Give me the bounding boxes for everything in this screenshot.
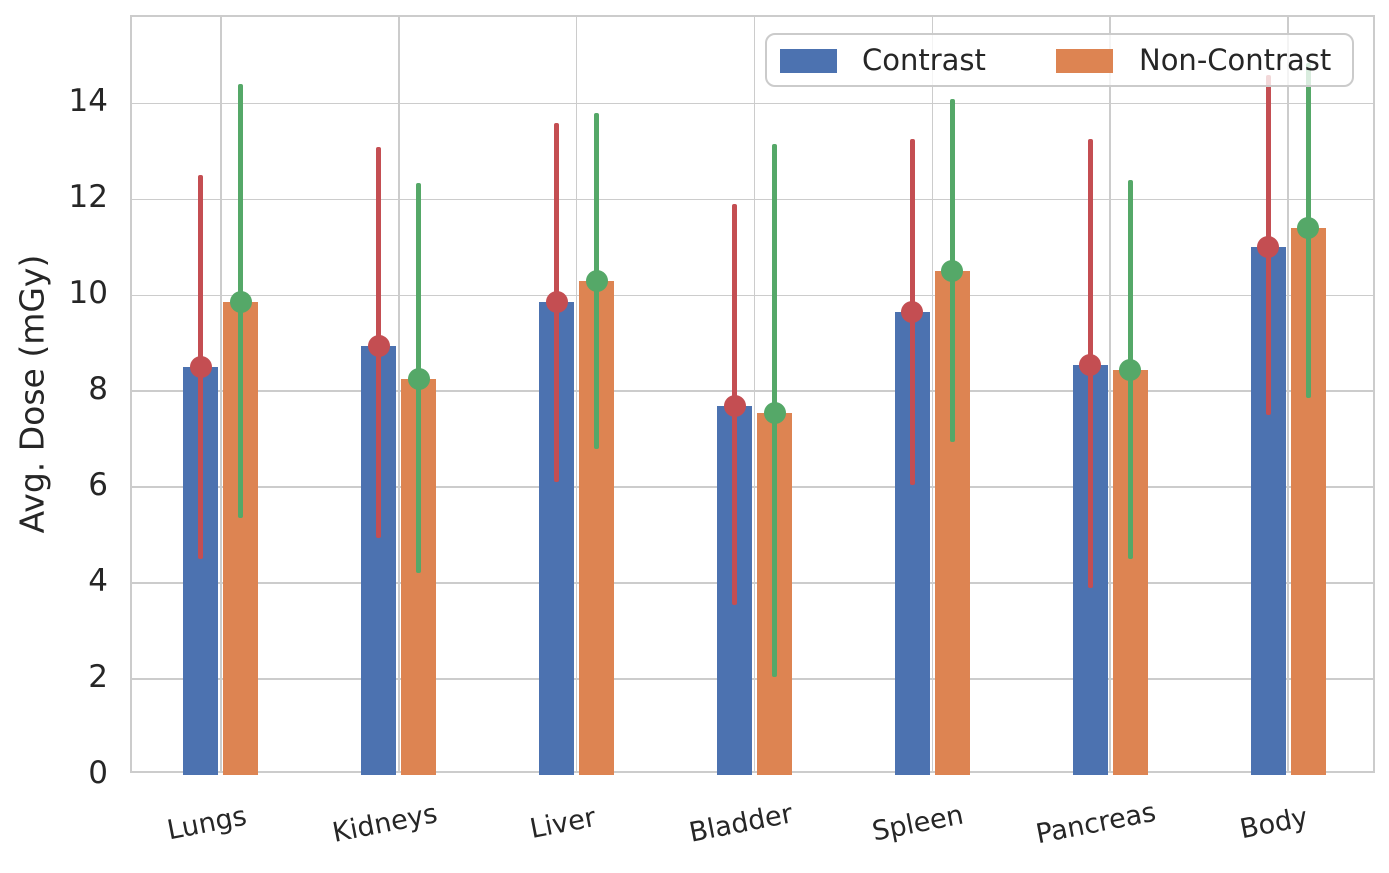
x-tick-label: Lungs	[164, 800, 250, 847]
grid-line-v	[398, 17, 400, 771]
y-tick-label: 4	[88, 563, 108, 600]
mean-marker-non-contrast	[229, 291, 252, 314]
y-tick-label: 6	[88, 467, 108, 504]
legend-swatch-non-contrast	[1056, 49, 1113, 73]
grid-line-v	[931, 17, 934, 771]
grid-line-v	[220, 17, 222, 771]
x-tick-label: Kidneys	[329, 798, 440, 849]
x-tick-label: Body	[1237, 801, 1311, 846]
grid-line-h	[132, 294, 1373, 296]
legend-swatch-contrast	[780, 49, 837, 73]
mean-marker-contrast	[901, 301, 924, 324]
legend-label-non-contrast: Non-Contrast	[1139, 43, 1332, 77]
mean-marker-non-contrast	[1119, 358, 1142, 381]
x-tick-label: Liver	[527, 801, 599, 846]
mean-marker-non-contrast	[1297, 217, 1320, 240]
grid-line-v	[753, 17, 756, 771]
mean-marker-non-contrast	[407, 368, 430, 391]
grid-line-v	[1109, 17, 1111, 771]
mean-marker-contrast	[367, 334, 390, 357]
grid-line-v	[575, 17, 578, 771]
y-tick-label: 8	[88, 371, 108, 408]
grid-line-h	[132, 582, 1373, 584]
mean-marker-contrast	[545, 291, 568, 314]
y-tick-label: 14	[68, 83, 108, 120]
mean-marker-contrast	[723, 394, 746, 417]
mean-marker-contrast	[1079, 353, 1102, 376]
mean-marker-non-contrast	[585, 269, 608, 292]
legend: Contrast Non-Contrast	[765, 33, 1354, 87]
grid-line-h	[132, 390, 1373, 392]
grid-line-h	[132, 102, 1373, 105]
mean-marker-contrast	[1257, 236, 1280, 259]
grid-line-h	[132, 486, 1373, 488]
mean-marker-non-contrast	[941, 260, 964, 283]
y-tick-label: 0	[88, 755, 108, 791]
y-tick-label: 2	[88, 659, 108, 696]
grid-line-h	[132, 198, 1373, 201]
legend-label-contrast: Contrast	[862, 43, 986, 77]
x-tick-label: Spleen	[870, 799, 967, 848]
grid-line-v	[1287, 17, 1289, 771]
x-tick-label: Bladder	[686, 798, 795, 849]
y-tick-label: 10	[68, 275, 108, 312]
x-tick-label: Pancreas	[1033, 796, 1159, 851]
mean-marker-contrast	[189, 356, 212, 379]
grid-line-h	[132, 678, 1373, 680]
plot-area	[130, 15, 1375, 775]
y-tick-label: 12	[68, 179, 108, 216]
mean-marker-non-contrast	[763, 401, 786, 424]
